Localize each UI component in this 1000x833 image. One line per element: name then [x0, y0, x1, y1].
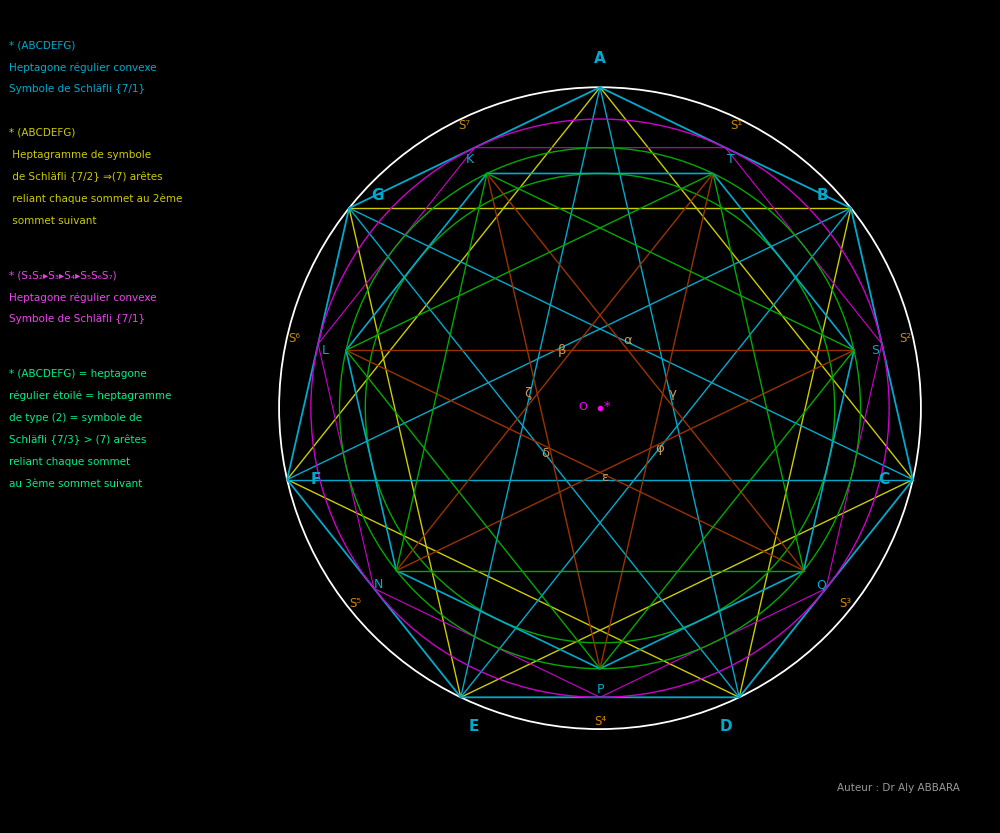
Text: δ: δ — [541, 446, 549, 460]
Text: Auteur : Dr Aly ABBARA: Auteur : Dr Aly ABBARA — [837, 783, 959, 793]
Text: P: P — [596, 683, 604, 696]
Text: *: * — [603, 400, 609, 413]
Text: S³: S³ — [839, 597, 851, 610]
Text: S⁶: S⁶ — [289, 332, 301, 345]
Text: de Schläfli {7/2} ⇒(7) arêtes: de Schläfli {7/2} ⇒(7) arêtes — [9, 172, 162, 182]
Text: Symbole de Schläfli {7/1}: Symbole de Schläfli {7/1} — [9, 314, 145, 324]
Text: reliant chaque sommet: reliant chaque sommet — [9, 456, 130, 466]
Text: Q: Q — [816, 578, 826, 591]
Text: * (ABCDEFG): * (ABCDEFG) — [9, 40, 75, 50]
Text: α: α — [624, 334, 632, 347]
Text: F: F — [311, 472, 321, 487]
Text: ζ: ζ — [524, 387, 531, 401]
Text: * (ABCDEFG): * (ABCDEFG) — [9, 127, 75, 137]
Text: S: S — [871, 344, 879, 357]
Text: L: L — [321, 344, 328, 357]
Text: S⁷: S⁷ — [458, 119, 470, 132]
Text: γ: γ — [668, 387, 676, 401]
Text: N: N — [374, 578, 383, 591]
Text: régulier étoilé = heptagramme: régulier étoilé = heptagramme — [9, 391, 171, 402]
Text: * (S₁S₂▸S₃▸S₄▸S₅S₆S₇): * (S₁S₂▸S₃▸S₄▸S₅S₆S₇) — [9, 271, 116, 281]
Text: D: D — [720, 719, 733, 734]
Text: E: E — [468, 719, 479, 734]
Text: S⁴: S⁴ — [594, 715, 606, 728]
Text: β: β — [558, 344, 567, 357]
Text: Heptagone régulier convexe: Heptagone régulier convexe — [9, 292, 156, 302]
Text: T: T — [727, 152, 735, 166]
Text: sommet suivant: sommet suivant — [9, 216, 96, 226]
Text: K: K — [465, 152, 473, 166]
Text: φ: φ — [656, 441, 664, 455]
Text: O: O — [578, 402, 587, 412]
Text: Symbole de Schläfli {7/1}: Symbole de Schläfli {7/1} — [9, 84, 145, 94]
Text: de type (2) = symbole de: de type (2) = symbole de — [9, 413, 142, 423]
Text: S²: S² — [899, 332, 911, 345]
Text: S¹: S¹ — [730, 119, 742, 132]
Text: C: C — [878, 472, 890, 487]
Text: S⁵: S⁵ — [349, 597, 361, 610]
Text: au 3ème sommet suivant: au 3ème sommet suivant — [9, 479, 142, 489]
Text: B: B — [816, 187, 828, 202]
Text: reliant chaque sommet au 2ème: reliant chaque sommet au 2ème — [9, 193, 182, 204]
Text: G: G — [372, 187, 384, 202]
Text: A: A — [594, 51, 606, 66]
Text: Heptagramme de symbole: Heptagramme de symbole — [9, 150, 151, 160]
Text: * (ABCDEFG) = heptagone: * (ABCDEFG) = heptagone — [9, 369, 147, 379]
Text: ε: ε — [601, 471, 608, 484]
Text: Schläfli {7/3} > (7) arêtes: Schläfli {7/3} > (7) arêtes — [9, 435, 146, 445]
Text: Heptagone régulier convexe: Heptagone régulier convexe — [9, 62, 156, 72]
